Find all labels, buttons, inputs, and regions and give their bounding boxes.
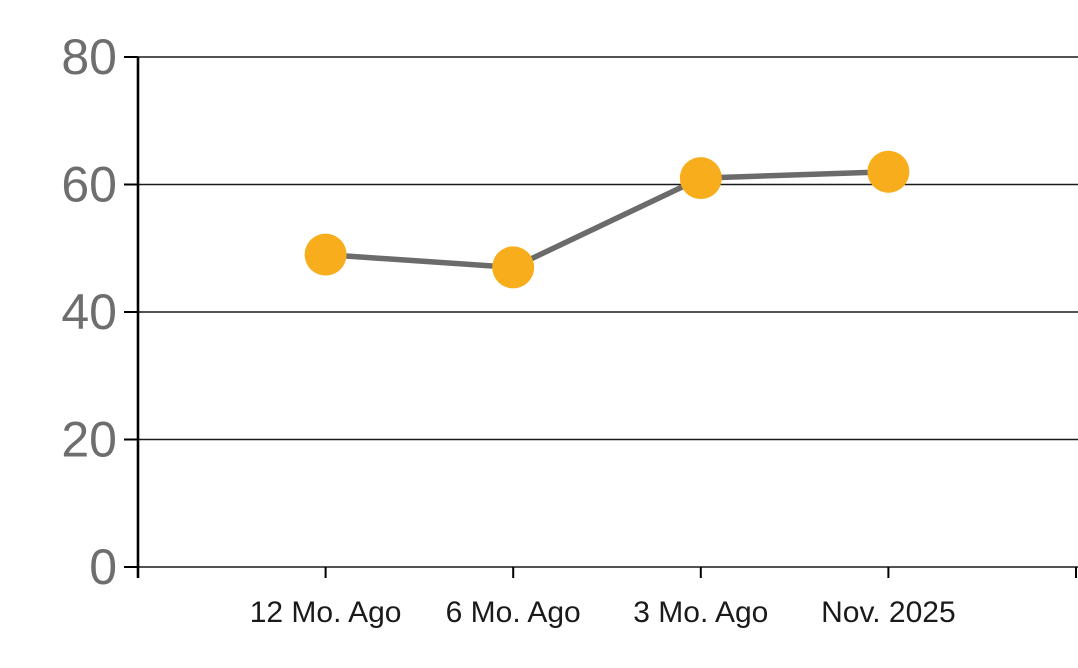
y-axis-label: 0 [89,539,117,595]
gridlines [138,56,1078,568]
series-line-group [325,169,889,271]
y-axis-label: 20 [61,412,117,468]
y-axis-label: 60 [61,157,117,213]
series-line [325,169,889,271]
data-point [679,157,722,200]
x-axis-labels: 12 Mo. Ago 6 Mo. Ago 3 Mo. Ago Nov. 2025 [250,596,956,629]
y-axis-label: 80 [61,29,117,85]
y-axis-ticks [124,56,138,568]
data-point [304,233,347,276]
y-axis-label: 40 [61,284,117,340]
x-axis-label: 12 Mo. Ago [250,596,402,629]
data-points-group [304,150,910,289]
x-axis-ticks [324,567,1077,578]
x-axis-label: 3 Mo. Ago [633,596,768,629]
data-point [867,150,910,193]
data-point [492,246,535,289]
y-axis-labels: 0 20 40 60 80 [61,29,117,595]
x-axis-label: Nov. 2025 [821,596,956,629]
x-axis-label: 6 Mo. Ago [446,596,581,629]
